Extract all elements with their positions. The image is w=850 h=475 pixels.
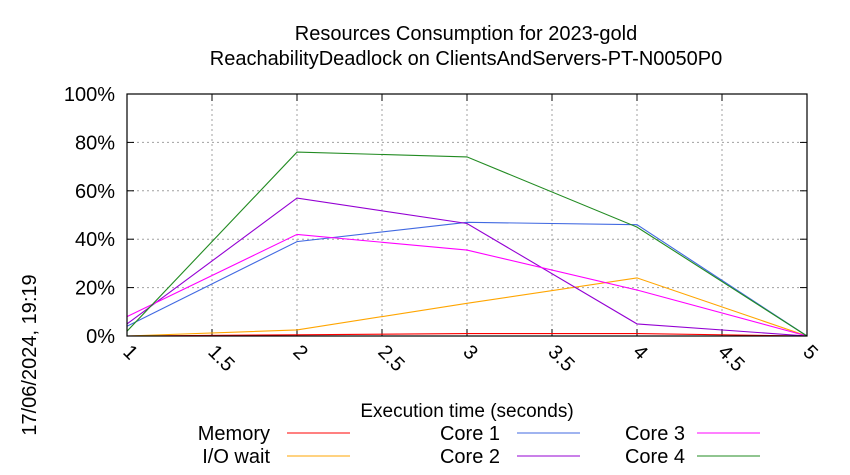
series-line-memory: [126, 333, 808, 337]
legend-label-memory: Memory: [198, 423, 270, 445]
x-tick-label: 5: [798, 341, 821, 364]
series-line-core-2: [126, 197, 808, 337]
timestamp-label: 17/06/2024, 19:19: [19, 274, 41, 435]
y-tick-label: 80%: [75, 132, 115, 154]
x-tick-label: 4: [628, 341, 651, 364]
x-axis-label: Execution time (seconds): [360, 401, 573, 422]
y-tick-label: 100%: [64, 84, 115, 106]
series-line-core-4: [126, 151, 808, 337]
series-line-core-3: [126, 233, 808, 337]
y-tick-label: 0%: [86, 326, 115, 348]
legend-label-core-2: Core 2: [440, 446, 500, 468]
y-tick-label: 20%: [75, 278, 115, 300]
x-tick-label: 1: [118, 341, 141, 364]
x-tick-label: 4.5: [713, 341, 748, 376]
x-tick-label: 3.5: [543, 341, 578, 376]
x-tick-label: 2: [288, 341, 311, 364]
x-tick-label: 3: [458, 341, 481, 364]
x-tick-label: 1.5: [203, 341, 238, 376]
chart-title-line-1: Resources Consumption for 2023-gold: [295, 23, 637, 45]
legend-label-core-4: Core 4: [625, 446, 685, 468]
y-tick-label: 40%: [75, 229, 115, 251]
legend-label-i-o-wait: I/O wait: [202, 446, 270, 468]
chart-grid: [127, 94, 807, 336]
series-line-core-1: [126, 221, 808, 337]
chart-title-line-2: ReachabilityDeadlock on ClientsAndServer…: [210, 48, 722, 70]
legend-label-core-1: Core 1: [440, 423, 500, 445]
y-tick-label: 60%: [75, 181, 115, 203]
legend-label-core-3: Core 3: [625, 423, 685, 445]
x-tick-label: 2.5: [373, 341, 408, 376]
chart-series: [126, 151, 808, 337]
plot-frame: [126, 93, 808, 337]
series-line-i-o-wait: [126, 277, 808, 337]
y-axis-ticks: 0% 20% 40% 60% 80% 100%: [64, 84, 807, 348]
